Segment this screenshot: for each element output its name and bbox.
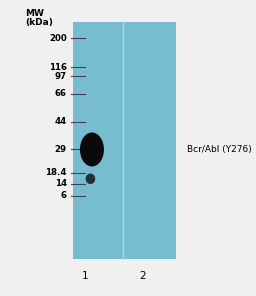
Ellipse shape — [86, 173, 95, 184]
Text: MW: MW — [25, 9, 44, 18]
Text: 18.4: 18.4 — [45, 168, 67, 177]
Text: 2: 2 — [139, 271, 145, 281]
Text: (kDa): (kDa) — [25, 17, 53, 27]
Text: 44: 44 — [55, 117, 67, 126]
Text: 116: 116 — [49, 63, 67, 72]
Ellipse shape — [80, 132, 104, 166]
Text: 14: 14 — [55, 179, 67, 188]
Text: 29: 29 — [55, 145, 67, 154]
Text: 1: 1 — [82, 271, 89, 281]
Text: 200: 200 — [49, 33, 67, 43]
Text: 6: 6 — [61, 191, 67, 200]
Bar — [73, 22, 176, 259]
Text: 97: 97 — [55, 72, 67, 81]
Text: 66: 66 — [55, 89, 67, 98]
Text: Bcr/Abl (Y276): Bcr/Abl (Y276) — [187, 145, 252, 154]
